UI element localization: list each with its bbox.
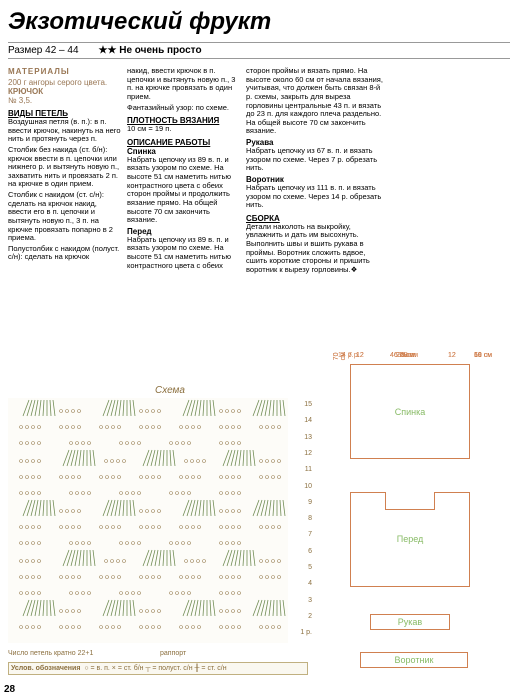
schema-label: Схема xyxy=(155,385,185,396)
row-number: 7 xyxy=(308,531,312,538)
rapport-label: раппорт xyxy=(160,650,186,657)
row-number: 10 xyxy=(304,483,312,490)
crochet-schema: 151413121110987654321 р. xyxy=(8,398,308,666)
row-number: 5 xyxy=(308,564,312,571)
loops-note: Число петель кратно 22+1 xyxy=(8,650,93,657)
row-number: 8 xyxy=(308,515,312,522)
row-number: 12 xyxy=(304,450,312,457)
para: сторон проймы и вязать прямо. На высоте … xyxy=(246,67,385,136)
row-number: 3 xyxy=(308,597,312,604)
column-2: накид, ввести крючок в п. цепочки и вытя… xyxy=(127,67,240,277)
box-sleeve: Рукав xyxy=(370,614,450,630)
materials-text: 200 г ангоры серого цвета.КРЮЧОК№ 3,5. xyxy=(8,78,121,105)
para: Воздушная петля (в. п.): в п. ввести крю… xyxy=(8,118,121,144)
row-number: 13 xyxy=(304,434,312,441)
row-number: 6 xyxy=(308,548,312,555)
para: Набрать цепочку из 89 в. п. и вязать узо… xyxy=(127,236,240,271)
para: Столбик с накидом (ст. с/н): сделать на … xyxy=(8,191,121,243)
para: Детали наколоть на выкройку, увлажнить и… xyxy=(246,223,385,275)
para: Столбик без накида (ст. б/н): крючок вве… xyxy=(8,146,121,189)
column-3: сторон проймы и вязать прямо. На высоте … xyxy=(246,67,385,277)
row-number: 1 р. xyxy=(300,629,312,636)
para: Набрать цепочку из 67 в. п. и вязать узо… xyxy=(246,147,385,173)
page-number: 28 xyxy=(4,684,15,695)
para: 10 см = 19 п. xyxy=(127,125,240,134)
row-number: 9 xyxy=(308,499,312,506)
para: Полустолбик с накидом (полуст. с/н): сде… xyxy=(8,245,121,262)
row-number: 15 xyxy=(304,401,312,408)
para: Фантазийный узор: по схеме. xyxy=(127,104,240,113)
column-1: МАТЕРИАЛЫ 200 г ангоры серого цвета.КРЮЧ… xyxy=(8,67,121,277)
page-title: Экзотический фрукт xyxy=(8,8,510,36)
row-number: 11 xyxy=(305,466,312,473)
row-number: 4 xyxy=(308,580,312,587)
para: Набрать цепочку из 111 в. п. и вязать уз… xyxy=(246,184,385,210)
row-number: 2 xyxy=(308,613,312,620)
box-collar: Воротник xyxy=(360,652,468,668)
legend-box: Услов. обозначения ○ = в. п. × = ст. б/н… xyxy=(8,662,308,675)
para: Набрать цепочку из 89 в. п. и вязать узо… xyxy=(127,156,240,225)
size-label: Размер 42 – 44 xyxy=(8,45,79,56)
box-back: Спинка xyxy=(350,364,470,459)
row-number: 14 xyxy=(304,417,312,424)
schema-svg xyxy=(8,398,293,648)
para: накид, ввести крючок в п. цепочки и вытя… xyxy=(127,67,240,102)
difficulty: ★★ Не очень просто xyxy=(99,45,202,56)
section-work: ОПИСАНИЕ РАБОТЫ xyxy=(127,138,240,147)
materials-heading: МАТЕРИАЛЫ xyxy=(8,67,121,76)
